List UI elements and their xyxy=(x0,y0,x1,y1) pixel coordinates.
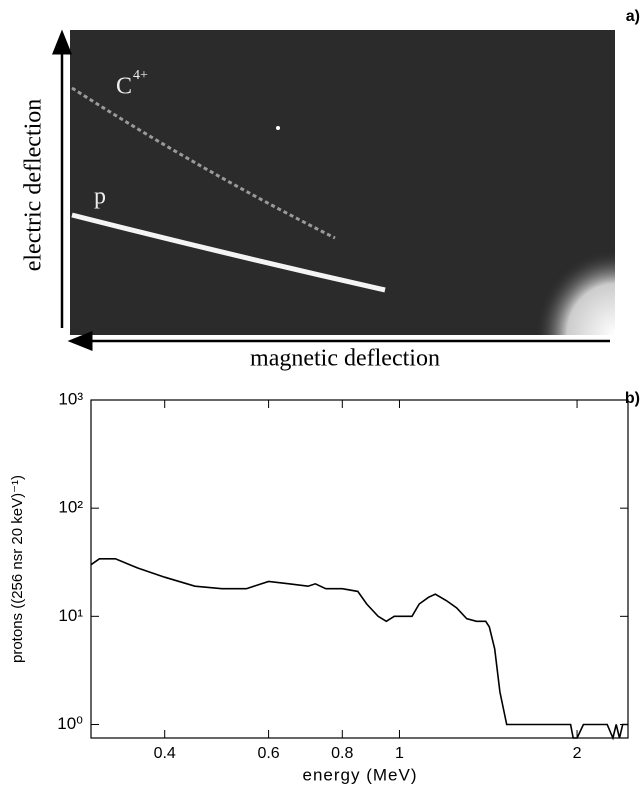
y-axis-label: protons ((256 nsr 20 keV)⁻¹) xyxy=(9,475,26,663)
ion-label: C xyxy=(116,74,132,100)
panel-tag: a) xyxy=(626,8,640,25)
x-tick-label: 2 xyxy=(573,745,582,762)
y-axis-label: electric deflection xyxy=(21,99,47,272)
y-tick-label: 10⁰ xyxy=(57,714,83,733)
proton-trace xyxy=(71,212,386,293)
proton-label: p xyxy=(94,184,106,210)
panel-tag: b) xyxy=(625,390,640,407)
x-axis-label: energy (MeV) xyxy=(303,765,418,784)
ion-charge: 4+ xyxy=(133,68,148,83)
x-tick-label: 1 xyxy=(395,745,404,762)
y-tick-label: 10² xyxy=(58,498,83,517)
x-tick-label: 0.4 xyxy=(154,745,176,762)
data-line xyxy=(90,558,628,741)
x-tick-label: 0.6 xyxy=(257,745,279,762)
y-tick-label: 10¹ xyxy=(58,606,83,625)
x-axis-label: magnetic deflection xyxy=(250,346,440,372)
x-tick-label: 0.8 xyxy=(331,745,353,762)
y-tick-label: 10³ xyxy=(58,389,83,408)
plot-frame xyxy=(90,399,629,739)
background-glow xyxy=(330,30,615,335)
spot xyxy=(276,126,280,130)
